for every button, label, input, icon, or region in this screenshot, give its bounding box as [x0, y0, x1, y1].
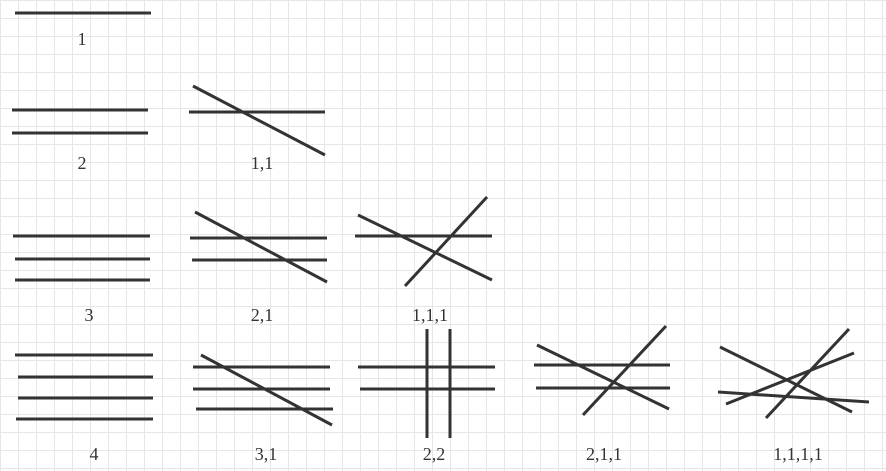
config-line — [581, 324, 668, 417]
config-label: 1,1,1 — [412, 305, 448, 325]
config-label: 3 — [85, 305, 94, 325]
config-label: 4 — [90, 444, 99, 464]
config-label: 2 — [78, 153, 87, 173]
config-line — [403, 195, 489, 288]
config-line — [357, 213, 493, 282]
config-2: 2 — [12, 108, 148, 173]
config-1: 1 — [15, 11, 151, 49]
config-line — [194, 210, 328, 284]
config-3-1: 3,1 — [193, 353, 333, 464]
config-label: 1 — [78, 29, 87, 49]
config-1-1-1-1: 1,1,1,1 — [717, 327, 870, 464]
config-line — [200, 353, 333, 427]
config-1-1: 1,1 — [189, 84, 326, 173]
config-label: 1,1 — [251, 153, 274, 173]
config-label: 2,1,1 — [586, 444, 622, 464]
config-2-2: 2,2 — [358, 329, 495, 464]
config-2-1-1: 2,1,1 — [534, 324, 670, 464]
config-line — [536, 343, 670, 411]
config-label: 1,1,1,1 — [773, 444, 823, 464]
config-label: 3,1 — [255, 444, 278, 464]
config-4: 4 — [15, 353, 153, 464]
config-line — [717, 390, 870, 404]
config-line — [764, 327, 851, 420]
config-3: 3 — [13, 234, 150, 325]
config-line — [192, 84, 326, 157]
config-1-1-1: 1,1,1 — [355, 195, 493, 325]
config-label: 2,1 — [251, 305, 274, 325]
config-2-1: 2,1 — [190, 210, 328, 325]
config-label: 2,2 — [423, 444, 446, 464]
config-line — [725, 351, 855, 406]
